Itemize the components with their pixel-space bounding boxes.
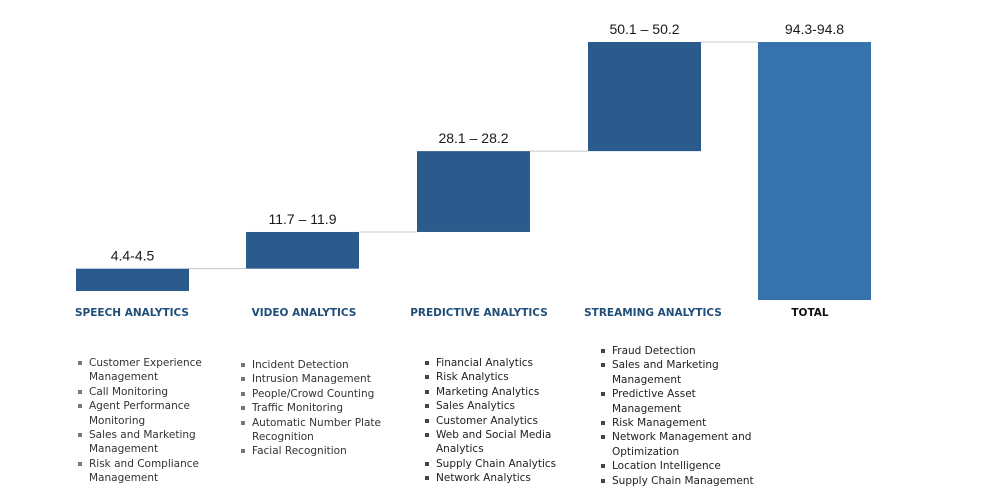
value-label-streaming: 50.1 – 50.2 [609,21,679,37]
list-item: Incident Detection [239,358,389,372]
list-item: Predictive Asset Management [599,387,759,416]
list-item: Risk Analytics [423,370,573,384]
list-item: Automatic Number Plate Recognition [239,416,389,445]
category-label-total: TOTAL [791,307,829,319]
value-label-video: 11.7 – 11.9 [269,211,337,227]
value-label-speech: 4.4-4.5 [111,248,155,264]
bar-total [758,42,871,300]
list-item: Location Intelligence [599,459,759,473]
list-item: Sales and Marketing Management [76,428,216,457]
list-item: Risk Management [599,416,759,430]
category-label-streaming: STREAMING ANALYTICS [584,307,722,319]
value-label-total: 94.3-94.8 [785,21,844,37]
list-item: People/Crowd Counting [239,387,389,401]
speech-analytics-list: Customer Experience Management Call Moni… [76,356,216,486]
list-item: Agent Performance Monitoring [76,399,216,428]
bar-streaming [588,42,701,152]
predictive-analytics-list: Financial Analytics Risk Analytics Marke… [423,356,573,486]
list-item: Call Monitoring [76,385,216,399]
list-item: Traffic Monitoring [239,401,389,415]
list-item: Intrusion Management [239,372,389,386]
list-item: Supply Chain Management [599,474,759,488]
streaming-analytics-list: Fraud Detection Sales and Marketing Mana… [599,344,759,488]
category-label-video: VIDEO ANALYTICS [251,307,357,319]
bar-speech [76,268,189,291]
video-analytics-list: Incident Detection Intrusion Management … [239,358,389,459]
list-item: Marketing Analytics [423,385,573,399]
list-item: Network Management and Optimization [599,430,759,459]
bar-video [246,231,359,269]
category-label-predictive: PREDICTIVE ANALYTICS [410,307,548,319]
list-item: Risk and Compliance Management [76,457,216,486]
list-item: Facial Recognition [239,444,389,458]
list-item: Fraud Detection [599,344,759,358]
list-item: Web and Social Media Analytics [423,428,573,457]
list-item: Network Analytics [423,471,573,485]
list-item: Sales Analytics [423,399,573,413]
bar-predictive [417,151,530,232]
list-item: Customer Experience Management [76,356,216,385]
list-item: Customer Analytics [423,414,573,428]
list-item: Financial Analytics [423,356,573,370]
list-item: Supply Chain Analytics [423,457,573,471]
value-label-predictive: 28.1 – 28.2 [438,130,508,146]
category-label-speech: SPEECH ANALYTICS [75,307,189,319]
waterfall-chart: 4.4-4.5 11.7 – 11.9 28.1 – 28.2 50.1 – 50.2… [76,21,871,300]
list-item: Sales and Marketing Management [599,358,759,387]
